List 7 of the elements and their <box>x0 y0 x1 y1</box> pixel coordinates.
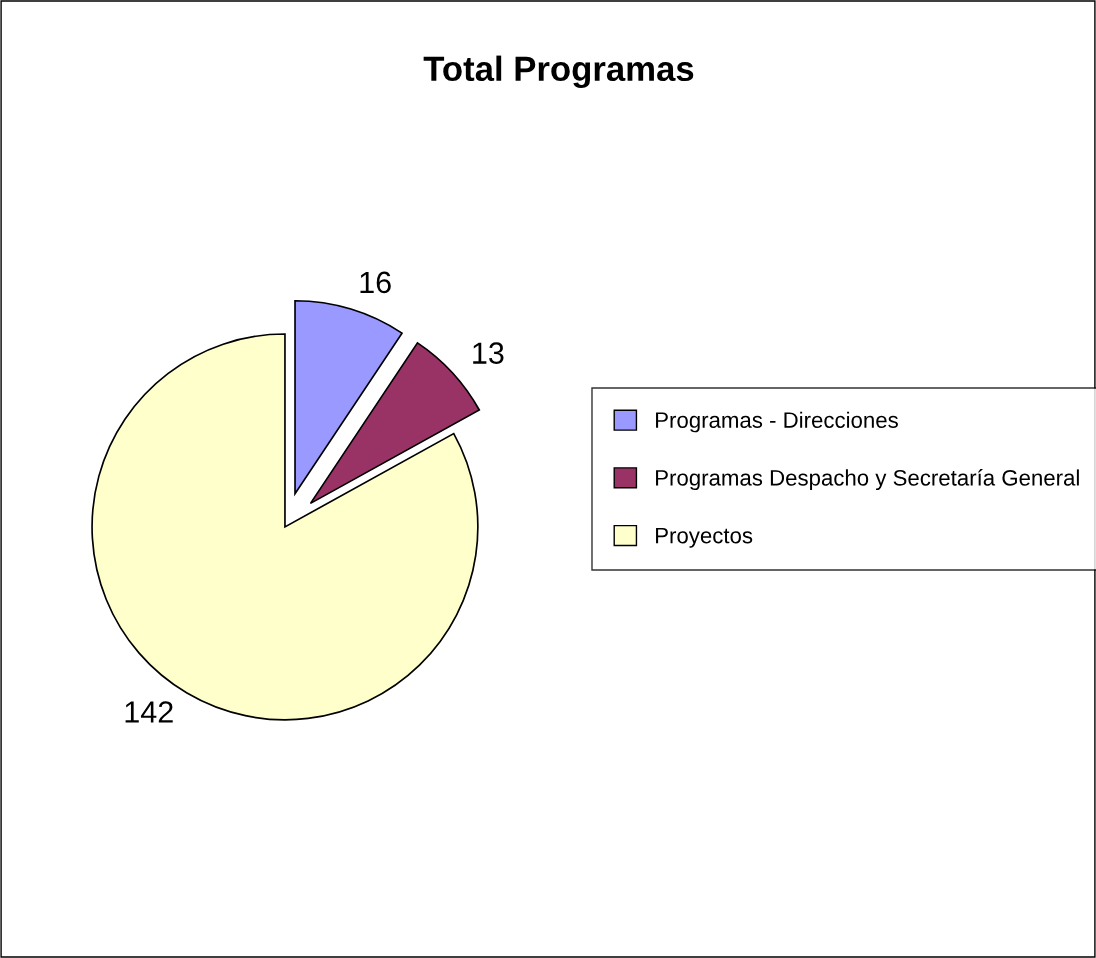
legend-label: Programas Despacho y Secretaría General <box>656 469 1079 491</box>
data-label: 16 <box>360 271 391 294</box>
data-label: 142 <box>125 701 173 723</box>
legend-label: Proyectos <box>656 527 753 548</box>
legend-label: Programas - Direcciones <box>656 411 898 433</box>
chart-title: Total Programas <box>423 55 694 89</box>
data-label: 13 <box>473 342 504 364</box>
